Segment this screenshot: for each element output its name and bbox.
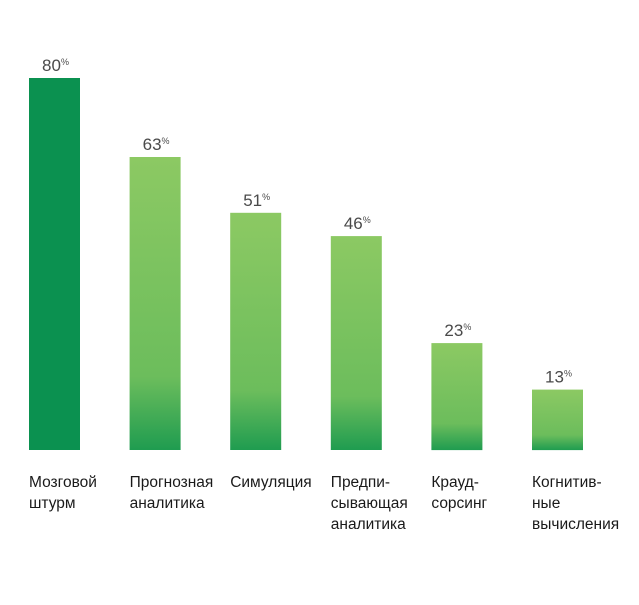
category-label-5: Крауд-сорсинг bbox=[431, 474, 487, 512]
bar-2 bbox=[129, 157, 181, 450]
bar-6 bbox=[532, 389, 583, 451]
category-label-1: Мозговой штурм bbox=[29, 474, 97, 512]
value-label-5: 23% bbox=[444, 321, 471, 340]
bar-4 bbox=[330, 236, 382, 450]
value-label-2: 63% bbox=[143, 135, 170, 154]
category-label-4: Предпи-сывающая аналитика bbox=[331, 474, 408, 533]
category-label-6: Когнитив-ные вычисления bbox=[532, 474, 619, 533]
category-label-3: Симуляция bbox=[230, 474, 311, 491]
value-label-3: 51% bbox=[243, 191, 270, 210]
value-label-4: 46% bbox=[344, 214, 371, 233]
value-label-6: 13% bbox=[545, 368, 572, 387]
bar-5 bbox=[431, 343, 483, 451]
category-label-2: Прогнозная аналитика bbox=[130, 474, 214, 512]
bar-3 bbox=[230, 212, 282, 450]
bar-1 bbox=[29, 78, 80, 450]
bars bbox=[29, 78, 583, 451]
category-labels: Мозговой штурм Прогнозная аналитика Симуляци… bbox=[29, 474, 619, 533]
value-label-1: 80% bbox=[42, 56, 69, 75]
value-labels: 80% 63% 51% 46% 23% 13% bbox=[42, 56, 572, 387]
